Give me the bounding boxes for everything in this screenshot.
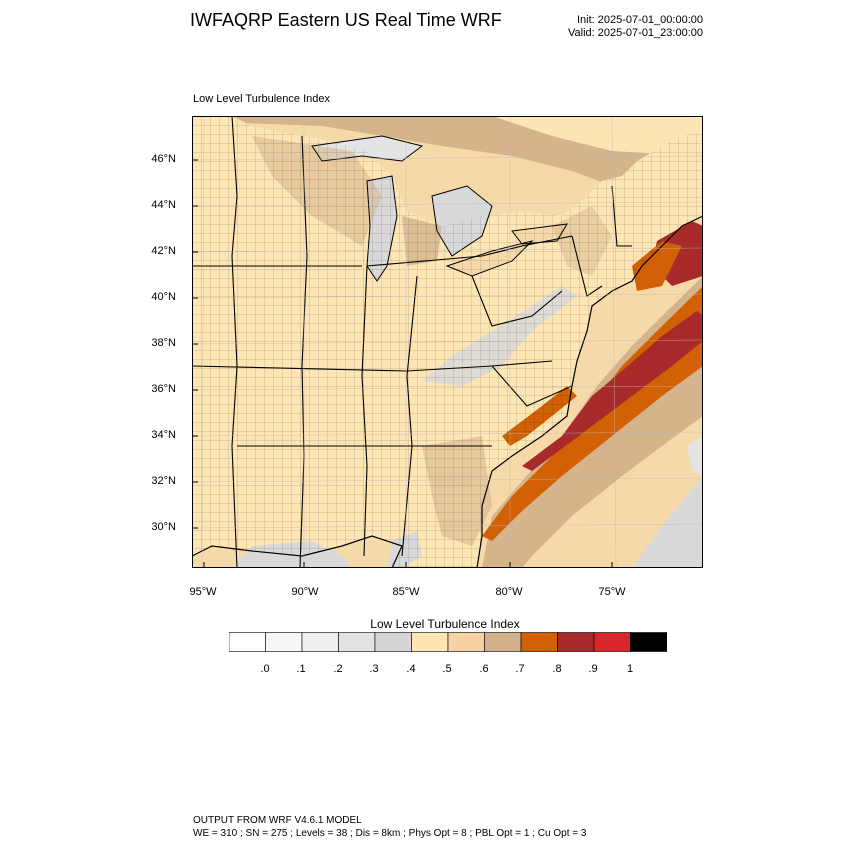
colorbar-label-6: .6 <box>479 663 489 675</box>
lat-label-38n: 38°N <box>151 337 176 349</box>
colorbar-box-0 <box>229 632 266 652</box>
lon-label-95w: 95°W <box>189 586 217 598</box>
colorbar-label-7: .7 <box>515 663 525 675</box>
init-time: Init: 2025-07-01_00:00:00 <box>577 14 703 26</box>
colorbar-label-2: .2 <box>333 663 343 675</box>
colorbar-box-7 <box>484 632 522 652</box>
canada-light-field <box>492 116 703 156</box>
map-frame <box>192 116 703 568</box>
colorbar-box-9 <box>557 632 595 652</box>
gray-patch-atlantic-south <box>632 476 703 568</box>
lat-label-40n: 40°N <box>151 291 176 303</box>
colorbar-box-2 <box>301 632 339 652</box>
colorbar <box>229 632 667 652</box>
colorbar-box-5 <box>411 632 449 652</box>
colorbar-label-0: .0 <box>260 663 270 675</box>
colorbar-box-6 <box>447 632 485 652</box>
lon-label-90w: 90°W <box>291 586 319 598</box>
lat-label-44n: 44°N <box>151 199 176 211</box>
lat-label-32n: 32°N <box>151 475 176 487</box>
colorbar-label-9: .9 <box>588 663 598 675</box>
colorbar-box-11 <box>630 632 667 652</box>
colorbar-box-8 <box>520 632 558 652</box>
colorbar-label-10: 1 <box>626 663 634 675</box>
lat-label-46n: 46°N <box>151 153 176 165</box>
colorbar-label-8: .8 <box>552 663 562 675</box>
lat-label-36n: 36°N <box>151 383 176 395</box>
atlantic-red-band <box>522 311 703 471</box>
gray-patch-atlantic-east <box>687 436 703 476</box>
tick-marks <box>192 159 613 568</box>
state-boundaries <box>192 116 632 568</box>
orange-patch-newengland <box>632 241 682 291</box>
colorbar-box-4 <box>374 632 412 652</box>
lon-label-85w: 85°W <box>392 586 420 598</box>
valid-time: Valid: 2025-07-01_23:00:00 <box>568 27 703 39</box>
lon-label-75w: 75°W <box>598 586 626 598</box>
coastline <box>192 215 703 568</box>
colorbar-label-3: .3 <box>369 663 379 675</box>
colorbar-label-4: .4 <box>406 663 416 675</box>
footer-config: WE = 310 ; SN = 275 ; Levels = 38 ; Dis … <box>193 828 587 839</box>
colorbar-box-10 <box>593 632 631 652</box>
graticule <box>192 116 703 568</box>
page-title: IWFAQRP Eastern US Real Time WRF <box>190 10 502 30</box>
footer-model: OUTPUT FROM WRF V4.6.1 MODEL <box>193 815 362 826</box>
lat-label-34n: 34°N <box>151 429 176 441</box>
colorbar-box-3 <box>338 632 376 652</box>
turbulence-map <box>192 116 703 568</box>
lat-label-42n: 42°N <box>151 245 176 257</box>
colorbar-label-1: .1 <box>296 663 306 675</box>
colorbar-box-1 <box>265 632 303 652</box>
colorbar-label-5: .5 <box>442 663 452 675</box>
colorbar-title: Low Level Turbulence Index <box>370 617 520 631</box>
map-title: Low Level Turbulence Index <box>193 93 330 105</box>
lon-label-80w: 80°W <box>495 586 523 598</box>
lake-outlines <box>311 135 568 282</box>
lat-label-30n: 30°N <box>151 521 176 533</box>
